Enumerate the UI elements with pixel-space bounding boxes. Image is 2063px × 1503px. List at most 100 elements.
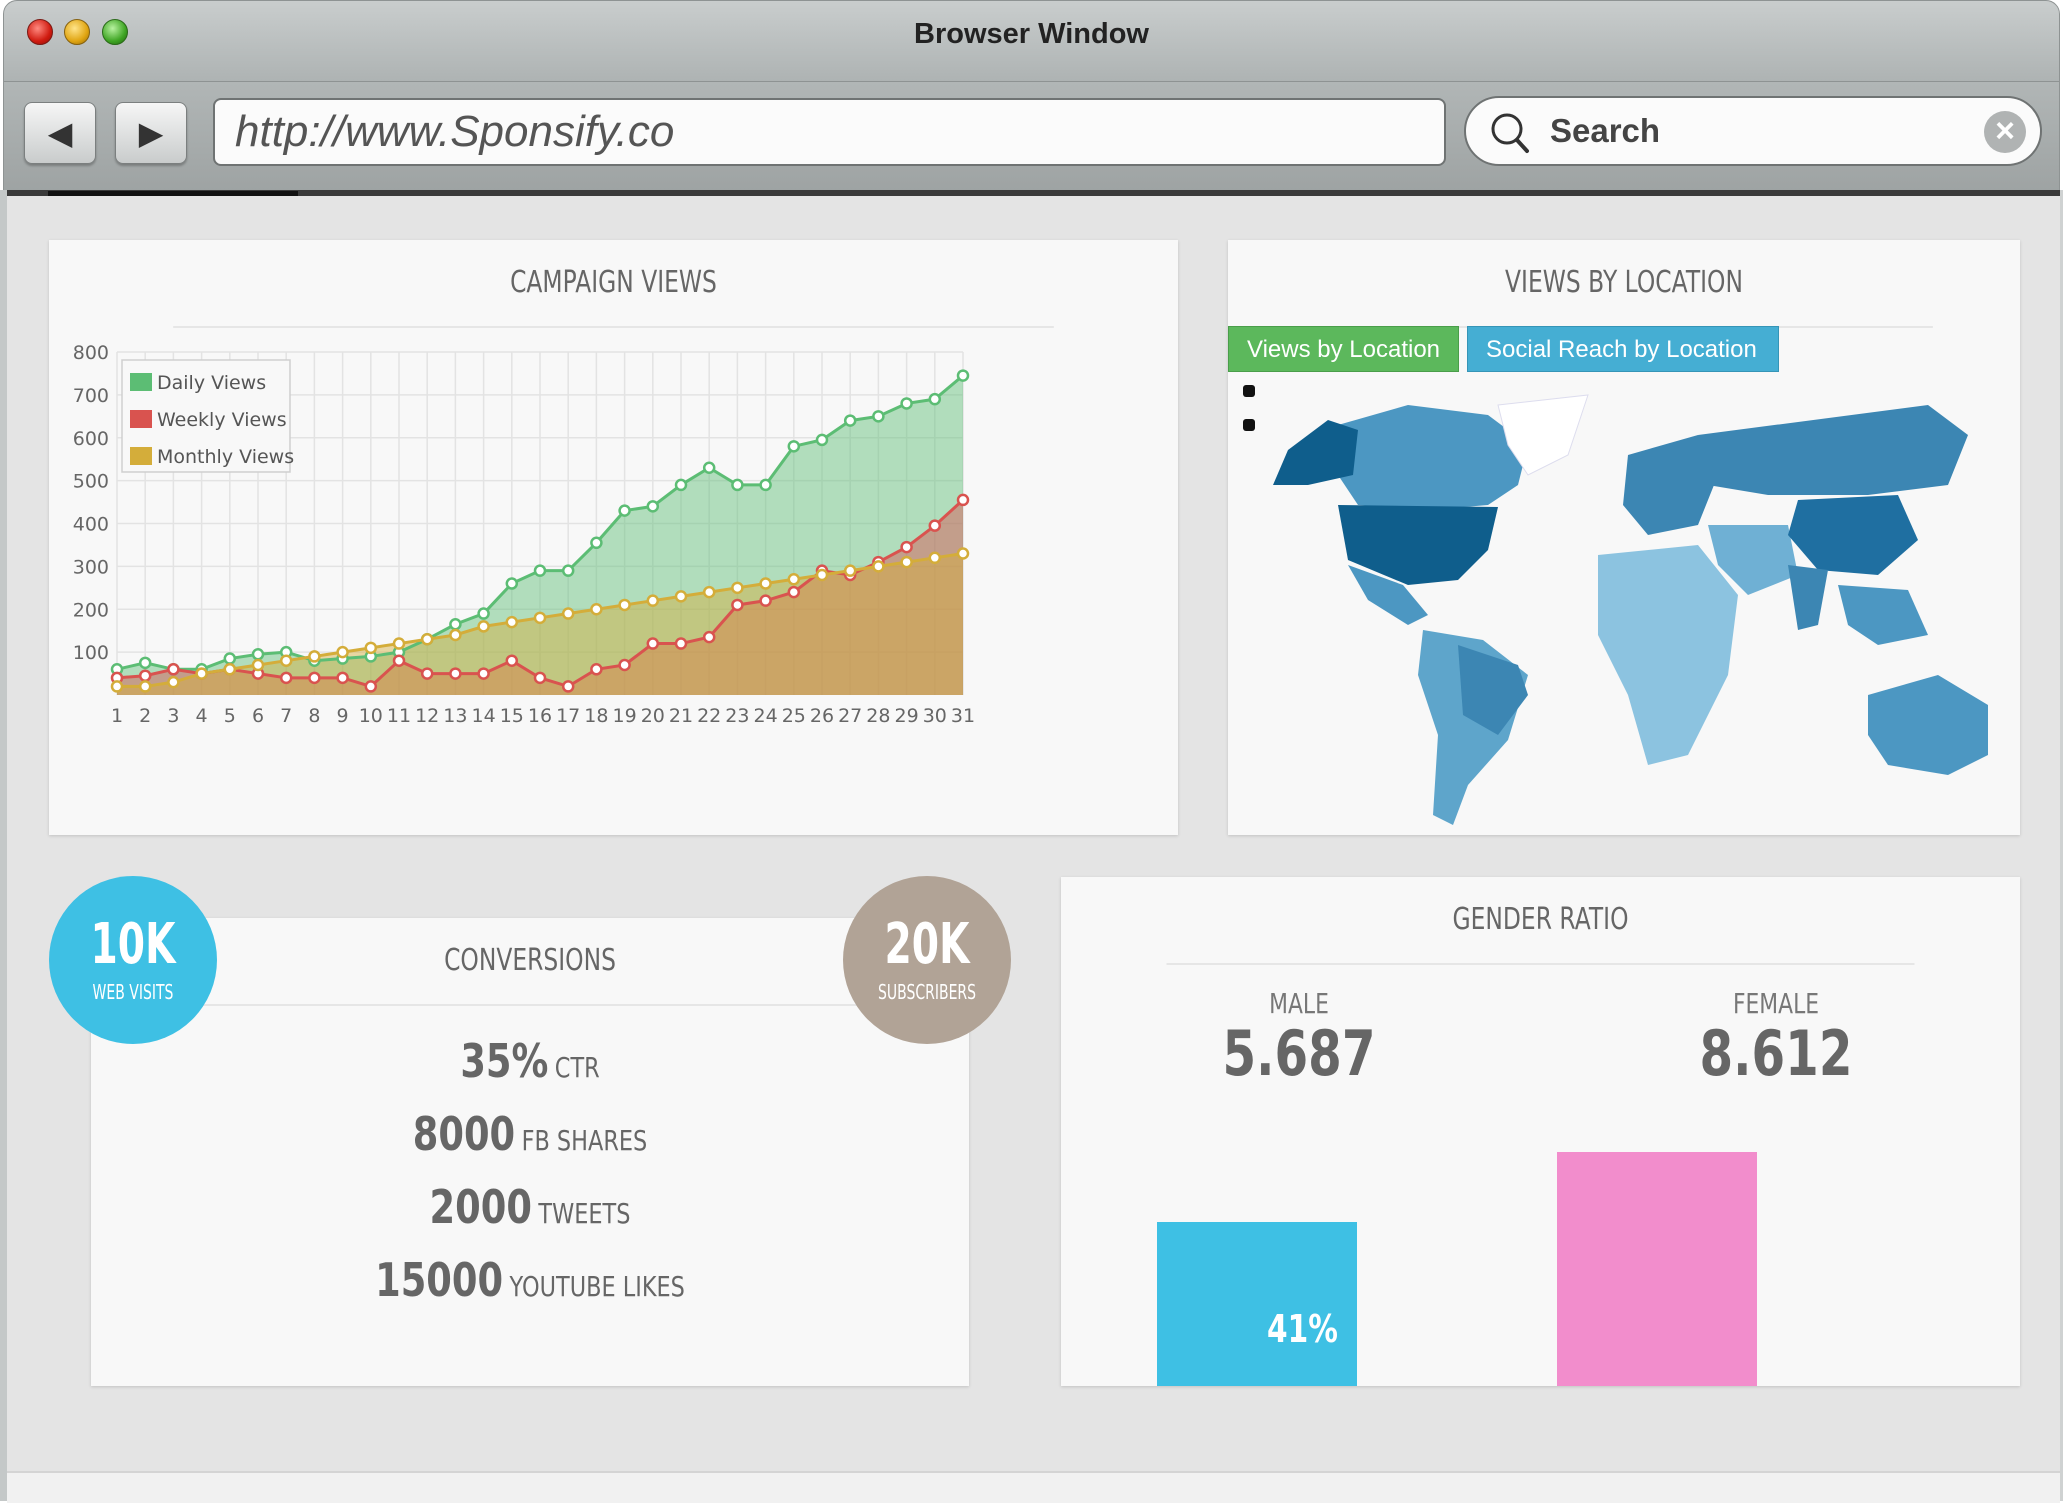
data-point: [110, 680, 124, 693]
minimize-window-button[interactable]: [64, 19, 90, 45]
fb-shares-value: 8000: [412, 1107, 516, 1161]
data-point: [223, 652, 237, 665]
gender-ratio-title: GENDER RATIO: [1166, 877, 1915, 965]
data-point: [646, 500, 660, 513]
map-region-mexico[interactable]: [1348, 565, 1428, 625]
map-region-brazil[interactable]: [1458, 645, 1528, 735]
x-tick-label: 19: [613, 705, 637, 727]
map-region-india[interactable]: [1788, 565, 1828, 630]
x-tick-label: 21: [669, 705, 693, 727]
data-point: [420, 633, 434, 646]
x-tick-label: 23: [725, 705, 749, 727]
data-point: [138, 669, 152, 682]
x-tick-label: 22: [697, 705, 721, 727]
x-tick-label: 17: [556, 705, 580, 727]
data-point: [815, 433, 829, 447]
data-point: [392, 637, 406, 650]
map-region-usa[interactable]: [1338, 505, 1498, 585]
data-point: [646, 594, 660, 607]
data-point: [900, 397, 913, 410]
data-point: [843, 564, 857, 577]
data-point: [533, 611, 547, 625]
close-window-button[interactable]: [27, 19, 53, 45]
data-point: [336, 671, 349, 685]
tab-social-reach-by-location[interactable]: Social Reach by Location: [1467, 326, 1779, 372]
map-region-russia[interactable]: [1698, 405, 1968, 495]
data-point: [561, 680, 575, 693]
zoom-out-icon[interactable]: [1243, 419, 1255, 431]
map-region-middle-east[interactable]: [1708, 525, 1798, 595]
fb-shares-label: FB SHARES: [521, 1124, 648, 1157]
data-point: [533, 564, 547, 577]
data-point: [646, 637, 660, 650]
conversion-row: 15000 YOUTUBE LIKES: [179, 1253, 881, 1307]
data-point: [618, 598, 631, 612]
data-point: [561, 607, 575, 620]
x-tick-label: 28: [866, 705, 890, 727]
data-point: [872, 560, 885, 573]
search-input[interactable]: Search ×: [1464, 96, 2042, 166]
x-tick-label: 3: [167, 705, 179, 727]
loading-progress: [48, 191, 298, 196]
forward-button[interactable]: ▶: [115, 102, 187, 164]
data-point: [872, 410, 885, 423]
maximize-window-button[interactable]: [102, 19, 128, 45]
youtube-likes-label: YOUTUBE LIKES: [509, 1270, 685, 1303]
tweets-value: 2000: [429, 1180, 532, 1234]
data-point: [590, 663, 603, 676]
map-region-southeast-asia[interactable]: [1838, 585, 1928, 645]
y-tick-label: 500: [73, 471, 109, 493]
data-point: [279, 671, 293, 685]
tab-views-by-location[interactable]: Views by Location: [1228, 326, 1459, 372]
zoom-in-icon[interactable]: [1243, 385, 1255, 397]
ctr-value: 35%: [460, 1034, 549, 1088]
map-region-alaska[interactable]: [1273, 420, 1358, 485]
x-tick-label: 26: [810, 705, 834, 727]
subscribers-value: 20K: [884, 912, 970, 977]
data-point: [731, 478, 744, 492]
data-point: [505, 615, 519, 629]
y-tick-label: 800: [73, 342, 109, 364]
map-region-africa[interactable]: [1598, 545, 1738, 765]
clear-search-icon[interactable]: ×: [1984, 111, 2026, 153]
views-by-location-panel: VIEWS BY LOCATION Views by Location Soci…: [1228, 240, 2020, 835]
y-tick-label: 300: [73, 556, 109, 578]
url-field[interactable]: http://www.Sponsify.co: [213, 98, 1446, 166]
x-tick-label: 8: [308, 705, 320, 727]
x-tick-label: 27: [838, 705, 862, 727]
data-point: [505, 577, 519, 590]
forward-arrow-icon: ▶: [138, 115, 164, 151]
legend-label: Daily Views: [157, 372, 266, 394]
y-tick-label: 600: [73, 428, 109, 450]
x-tick-label: 11: [387, 705, 411, 727]
map-region-australia[interactable]: [1868, 675, 1988, 775]
conversion-row: 35% CTR: [179, 1034, 881, 1088]
data-point: [449, 628, 462, 642]
map-region-china[interactable]: [1788, 495, 1918, 575]
world-map[interactable]: [1228, 375, 2020, 835]
window-right-edge: [2057, 190, 2063, 1501]
ctr-label: CTR: [554, 1051, 600, 1084]
male-bar: [1157, 1222, 1357, 1386]
data-point: [956, 547, 970, 560]
data-point: [449, 618, 462, 631]
web-visits-label: WEB VISITS: [92, 980, 174, 1004]
legend-swatch: [130, 410, 152, 428]
web-visits-badge: 10K WEB VISITS: [49, 876, 217, 1044]
y-tick-label: 700: [73, 385, 109, 407]
data-point: [787, 440, 801, 453]
search-icon: [1491, 113, 1529, 153]
map-region-canada[interactable]: [1338, 405, 1528, 510]
y-tick-label: 200: [73, 599, 109, 621]
conversion-row: 2000 TWEETS: [179, 1180, 881, 1234]
data-point: [674, 590, 688, 603]
map-region-europe[interactable]: [1623, 435, 1718, 535]
campaign-views-title: CAMPAIGN VIEWS: [173, 240, 1054, 328]
data-point: [590, 603, 603, 616]
back-button[interactable]: ◀: [24, 102, 96, 164]
data-point: [449, 667, 462, 680]
data-point: [759, 594, 772, 607]
data-point: [477, 607, 490, 620]
map-region-greenland[interactable]: [1497, 394, 1589, 476]
legend-label: Weekly Views: [157, 409, 287, 431]
